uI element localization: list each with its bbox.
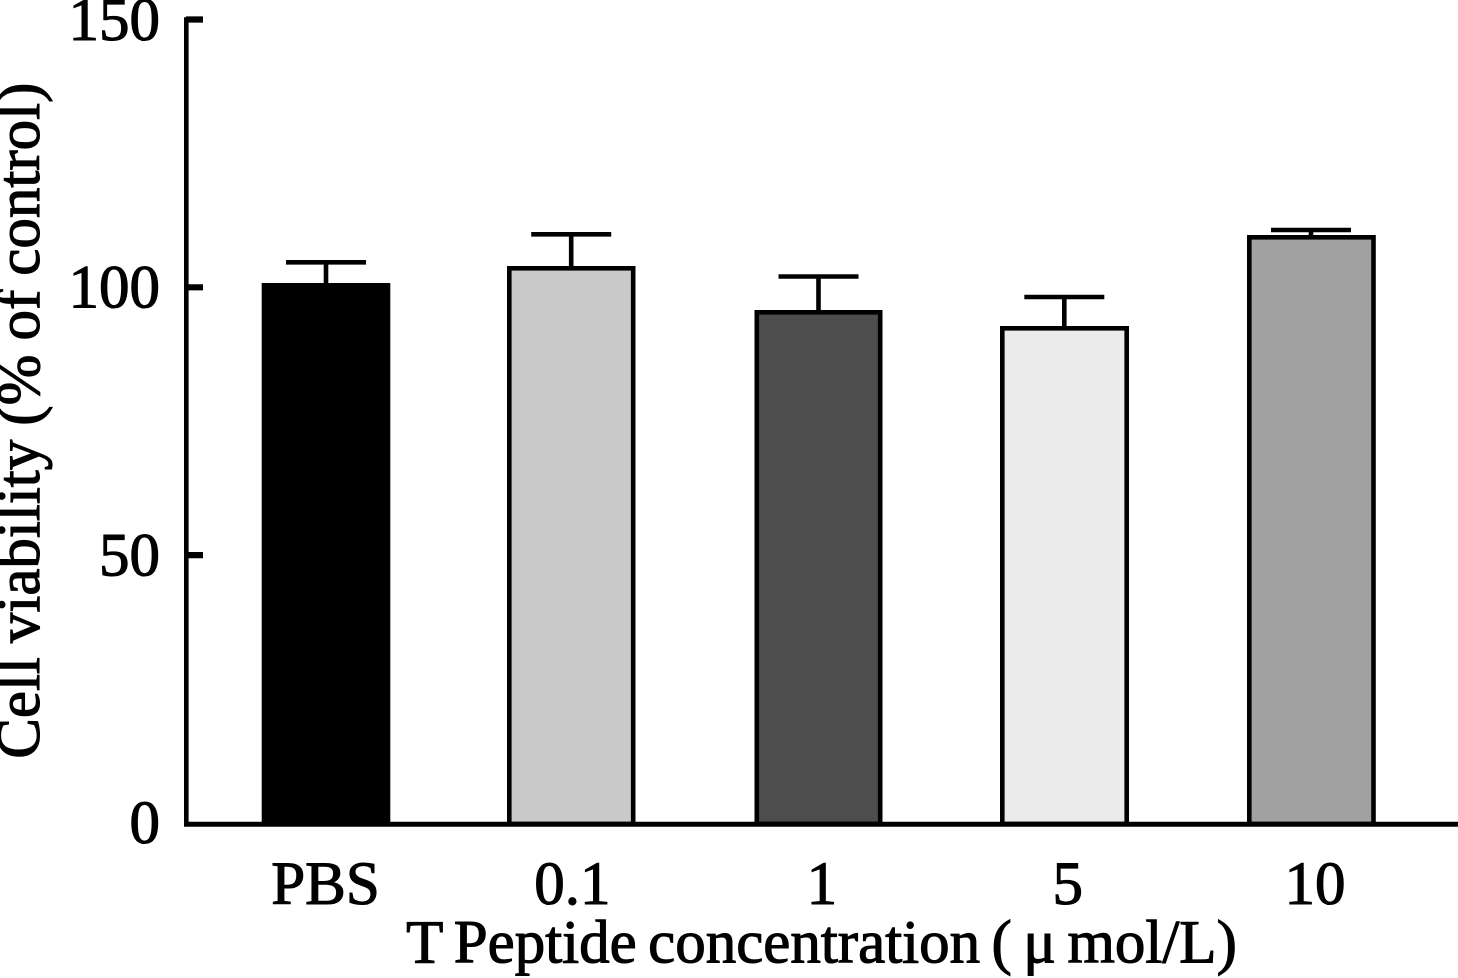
svg-text:Cell viability (% of control): Cell viability (% of control) <box>0 83 53 759</box>
svg-text:PBS: PBS <box>271 851 380 918</box>
svg-text:T Peptide concentration ( μ mo: T Peptide concentration ( μ mol/L) <box>406 909 1237 976</box>
svg-text:0.1: 0.1 <box>534 851 610 918</box>
svg-text:100: 100 <box>69 255 161 322</box>
svg-text:50: 50 <box>99 522 160 589</box>
svg-text:10: 10 <box>1285 851 1346 918</box>
svg-text:0: 0 <box>130 790 161 857</box>
svg-text:5: 5 <box>1052 851 1083 918</box>
svg-text:150: 150 <box>69 0 161 54</box>
svg-text:1: 1 <box>807 851 838 918</box>
